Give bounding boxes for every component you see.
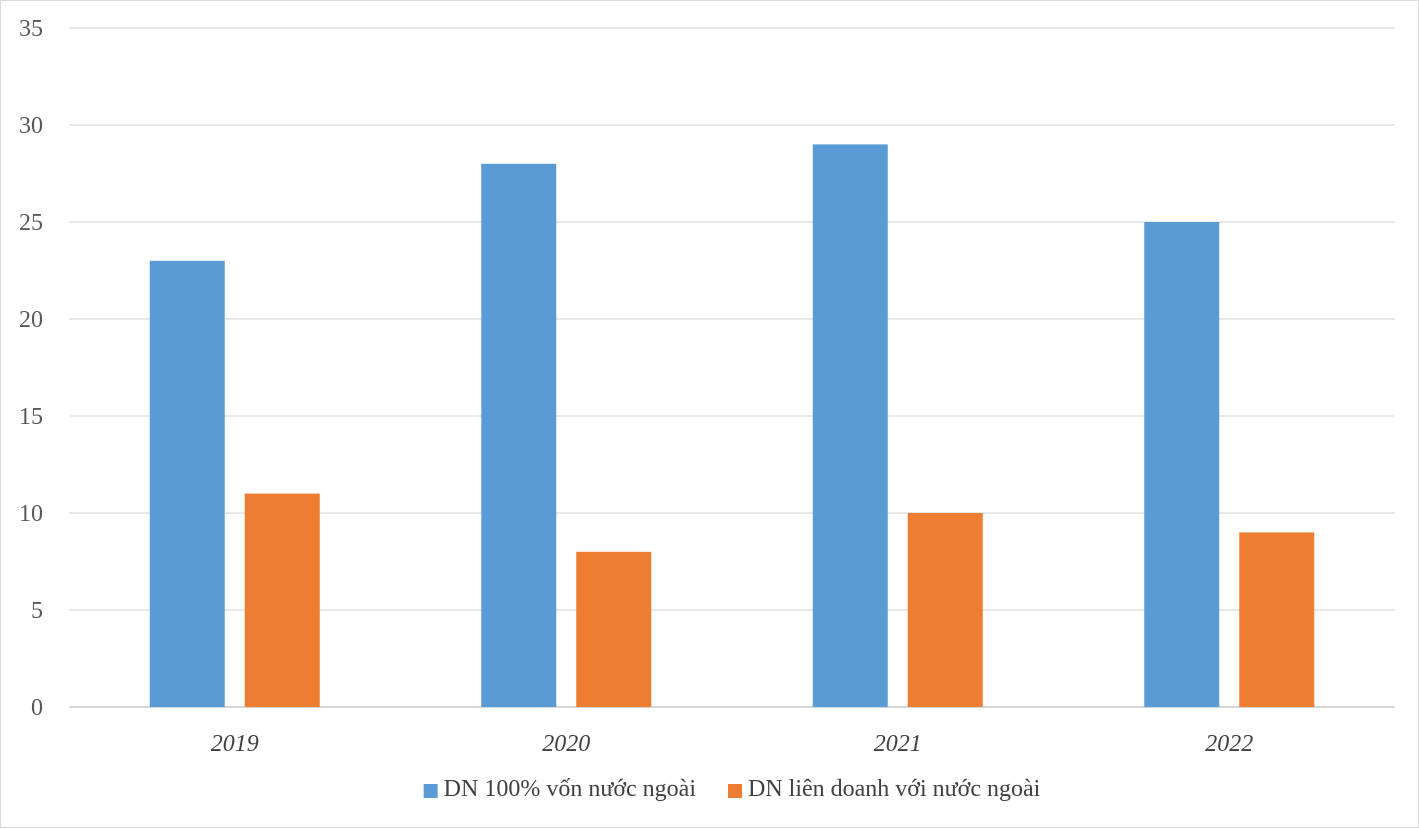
y-tick-label: 15	[19, 404, 43, 430]
x-axis-category-labels: 2019 2020 2021 2022	[211, 731, 1254, 757]
y-tick-label: 20	[19, 307, 43, 333]
y-axis-tick-labels: 0 5 10 15 20 25 30 35	[19, 16, 43, 721]
bar-2020-series-1	[481, 163, 557, 708]
legend-swatch	[423, 784, 438, 798]
x-category-label: 2020	[542, 731, 590, 757]
bar-2019-series-1	[149, 260, 225, 707]
bars	[149, 144, 1315, 708]
legend-label: DN liên doanh với nước ngoài	[748, 776, 1041, 802]
legend-label: DN 100% vốn nước ngoài	[444, 776, 697, 802]
bar-2020-series-2	[576, 551, 652, 707]
legend-item: DN 100% vốn nước ngoài	[423, 776, 697, 802]
x-category-label: 2021	[874, 731, 922, 757]
legend-swatch	[727, 784, 742, 798]
legend: DN 100% vốn nước ngoài DN liên doanh với …	[423, 776, 1041, 802]
bar-2021-series-2	[907, 513, 983, 707]
y-tick-label: 25	[19, 210, 43, 236]
y-tick-label: 0	[31, 695, 43, 721]
bar-2022-series-1	[1144, 222, 1220, 707]
y-tick-label: 35	[19, 16, 43, 42]
legend-item: DN liên doanh với nước ngoài	[727, 776, 1041, 802]
x-category-label: 2022	[1205, 731, 1253, 757]
y-tick-label: 10	[19, 501, 43, 527]
bar-2022-series-2	[1239, 532, 1315, 707]
y-tick-label: 30	[19, 113, 43, 139]
y-tick-label: 5	[31, 598, 43, 624]
bar-2019-series-2	[244, 493, 320, 707]
bar-2021-series-1	[812, 144, 888, 707]
x-category-label: 2019	[211, 731, 259, 757]
